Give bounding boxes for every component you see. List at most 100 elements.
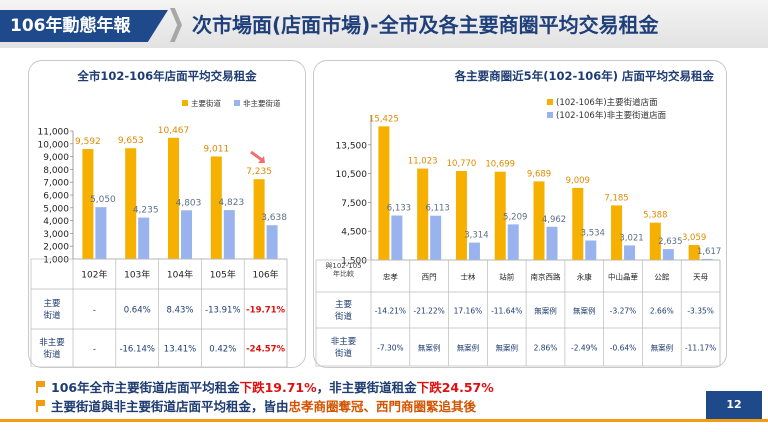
down-arrow-icon (250, 150, 263, 162)
category-label: 西門 (422, 273, 437, 282)
data-label: 9,009 (566, 176, 590, 186)
table-cell: 0.64% (124, 306, 151, 316)
table-row-label: 非主要 (39, 337, 65, 348)
data-label: 4,803 (176, 198, 202, 208)
table-cell: -14.21% (375, 307, 406, 316)
y-tick-label: 1,500 (341, 257, 367, 267)
y-tick-label: 4,500 (341, 228, 367, 238)
table-cell: 無案例 (573, 306, 596, 316)
summary-text: 主要街道與非主要街道店面平均租金，皆由 (51, 399, 289, 414)
legend-swatch (234, 100, 240, 106)
table-cell: -13.91% (205, 306, 240, 316)
category-label: 公館 (654, 272, 669, 282)
report-badge: 106年動態年報 (0, 10, 168, 42)
category-label: 105年 (210, 269, 236, 281)
data-label: 5,388 (643, 211, 667, 221)
y-tick-label: 10,000 (38, 140, 70, 150)
legend-label: 主要街道 (191, 98, 221, 108)
down-arrow-head-icon (258, 156, 265, 163)
chart-title: 各主要商圈近5年(102-106年) 店面平均交易租金 (454, 69, 715, 83)
right-chart-panel: 各主要商圈近5年(102-106年) 店面平均交易租金 (102-106年)主要街… (313, 60, 727, 368)
bar-main (168, 137, 179, 259)
legend-label: (102-106年)主要街道店面 (556, 97, 658, 108)
bar-non (701, 258, 713, 260)
y-tick-label: 4,000 (43, 217, 69, 227)
legend-swatch (547, 99, 553, 105)
category-label: 士林 (460, 272, 475, 282)
bar-main (572, 187, 584, 260)
bar-main (378, 126, 390, 260)
y-tick-label: 8,000 (43, 166, 69, 176)
bar-non (624, 245, 636, 260)
table-cell: 17.16% (454, 307, 483, 316)
table-cell: -7.30% (377, 344, 404, 353)
data-label: 4,235 (133, 206, 159, 216)
table-row-label: 街道 (335, 311, 353, 322)
table-row-label: 街道 (43, 310, 61, 321)
table-cell: 8.43% (166, 306, 193, 316)
bar-main (210, 156, 222, 259)
table-cell: 2.86% (534, 344, 558, 353)
bar-non (507, 224, 519, 260)
y-tick-label: 11,000 (38, 128, 70, 138)
data-label: 5,050 (90, 195, 116, 205)
summary-text: ，非主要街道租金 (316, 380, 417, 395)
table-cell: 0.42% (209, 345, 236, 355)
table-cell: -24.57% (246, 345, 285, 355)
table-cell: -2.49% (571, 344, 598, 353)
table-cell: 無案例 (534, 306, 557, 316)
bar-non (181, 210, 192, 259)
bar-non (223, 210, 235, 259)
table-row-label: 主要 (43, 298, 61, 309)
bar-main (494, 171, 506, 260)
category-label: 永康 (577, 272, 592, 282)
bar-non (585, 240, 597, 260)
data-label: 5,209 (503, 212, 527, 222)
data-label: 10,770 (447, 159, 477, 169)
data-label: 3,059 (682, 233, 706, 243)
table-cell: -16.14% (119, 345, 154, 355)
data-label: 2,635 (658, 237, 682, 247)
table-cell: -3.35% (687, 307, 714, 316)
y-tick-label: 2,000 (43, 243, 69, 253)
y-tick-label: 7,000 (43, 179, 69, 189)
table-header: 與102-105 (325, 261, 361, 270)
table-cell: 13.41% (164, 345, 196, 355)
summary-highlight: 忠孝商圈奪冠、西門商圈緊追其後 (288, 399, 477, 414)
y-tick-label: 6,000 (43, 192, 69, 202)
bar-non (138, 217, 150, 259)
page-number: 12 (706, 391, 762, 419)
legend-swatch (182, 100, 188, 106)
table-cell: 無案例 (495, 343, 518, 353)
table-header: 年比較 (333, 269, 354, 278)
table-cell: 無案例 (457, 343, 480, 353)
table-cell: -0.64% (610, 344, 637, 353)
table-cell: 無案例 (418, 343, 441, 353)
data-label: 3,638 (261, 213, 287, 223)
table-row-label: 主要 (335, 299, 353, 310)
summary-highlight: 下跌19.71% (239, 380, 317, 395)
data-label: 4,823 (218, 198, 244, 208)
table-cell: 無案例 (651, 343, 674, 353)
left-chart-panel: 全市102-106年店面平均交易租金 主要街道 非主要街道 1,000 2,000 3,0… (28, 60, 306, 368)
table-cell: - (93, 306, 96, 316)
bar-main (611, 205, 623, 260)
legend-label: (102-106年)非主要街道店面 (556, 110, 667, 121)
summary-line-1: 106年全市主要街道店面平均租金下跌19.71%，非主要街道租金下跌24.57% (36, 377, 494, 396)
legend-swatch (547, 112, 553, 118)
category-label: 忠孝 (383, 273, 398, 282)
bar-non (546, 226, 558, 260)
summary-line-2: 主要街道與非主要街道店面平均租金，皆由忠孝商圈奪冠、西門商圈緊追其後 (36, 396, 476, 415)
data-label: 3,021 (619, 233, 643, 243)
y-tick-label: 3,000 (43, 230, 69, 240)
table-cell: -3.27% (610, 307, 637, 316)
bar-main (649, 222, 661, 260)
table-row-label: 非主要 (331, 336, 357, 347)
flag-icon (36, 400, 47, 412)
bar-main (455, 171, 467, 260)
data-label: 15,425 (369, 114, 399, 124)
bar-non (266, 225, 278, 259)
legend-label: 非主要街道 (243, 98, 281, 108)
bar-main (253, 179, 265, 259)
